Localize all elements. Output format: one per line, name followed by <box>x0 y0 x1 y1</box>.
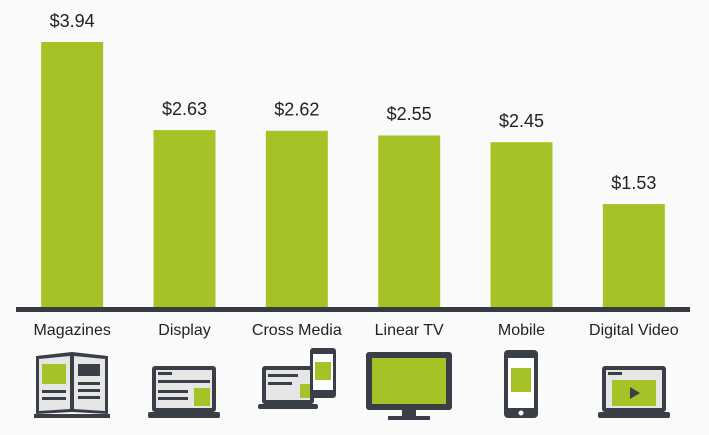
baseline <box>16 307 690 312</box>
x-tick-label: Display <box>158 322 210 339</box>
icons <box>34 348 670 420</box>
x-tick-label: Cross Media <box>252 322 342 339</box>
bar <box>265 130 328 307</box>
bar <box>602 204 665 307</box>
bar <box>378 135 441 307</box>
video-laptop-icon <box>598 366 670 418</box>
value-label: $1.53 <box>611 173 656 193</box>
x-tick-label: Mobile <box>498 322 545 339</box>
value-label: $2.45 <box>499 111 544 131</box>
magazine-icon <box>34 352 110 418</box>
x-tick-label: Digital Video <box>589 322 679 339</box>
x-tick-label: Linear TV <box>375 322 444 339</box>
laptop-icon <box>148 366 220 418</box>
value-label: $2.62 <box>274 100 319 120</box>
value-label: $3.94 <box>50 11 95 31</box>
cross-media-icon <box>258 348 336 409</box>
bar <box>153 130 216 307</box>
mobile-icon <box>504 350 538 418</box>
bar <box>490 142 553 307</box>
tv-icon <box>366 352 452 420</box>
value-label: $2.63 <box>162 99 207 119</box>
bar <box>41 42 104 307</box>
x-tick-label: Magazines <box>33 322 110 339</box>
value-label: $2.55 <box>387 104 432 124</box>
